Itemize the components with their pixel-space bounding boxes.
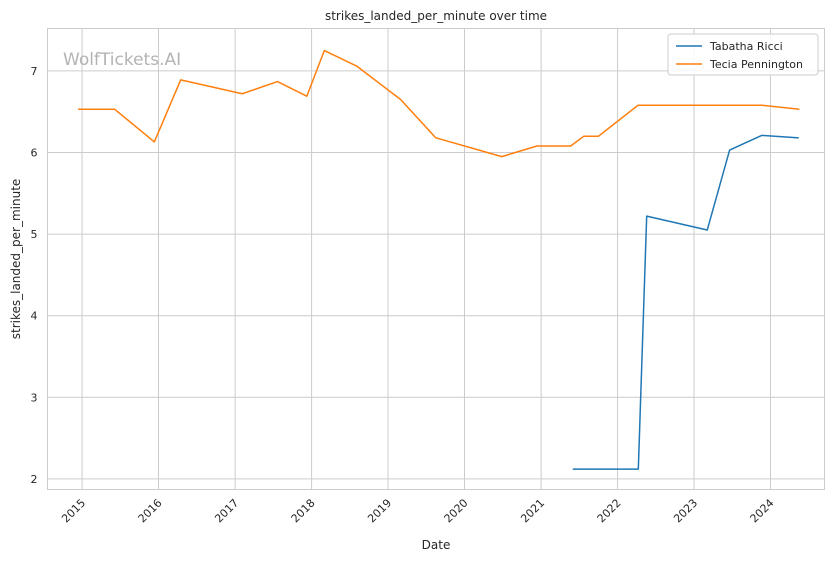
y-tick-label: 4 <box>31 310 38 323</box>
x-tick-label: 2019 <box>365 496 394 525</box>
x-tick-label: 2016 <box>136 496 165 525</box>
series-line-2 <box>78 49 800 158</box>
y-axis-title: strikes_landed_per_minute <box>9 179 23 340</box>
series-layer <box>78 49 800 470</box>
x-axis-title: Date <box>422 538 451 552</box>
legend: Tabatha Ricci Tecia Pennington <box>667 33 819 76</box>
chart-title: strikes_landed_per_minute over time <box>325 9 547 23</box>
legend-box <box>667 33 819 76</box>
x-tick-label: 2015 <box>59 496 88 525</box>
y-tick-label: 6 <box>31 147 38 160</box>
x-tick-label: 2023 <box>671 496 700 525</box>
x-tick-label: 2018 <box>289 496 318 525</box>
x-tick-label: 2022 <box>595 496 624 525</box>
plot-area <box>47 28 825 490</box>
x-axis-ticks: 2015 2016 2017 2018 2019 2020 2021 2022 2023 2024 <box>59 496 776 525</box>
legend-label: Tecia Pennington <box>709 58 803 71</box>
y-tick-label: 2 <box>31 473 38 486</box>
x-tick-label: 2020 <box>442 496 471 525</box>
series-line-1 <box>572 134 799 470</box>
y-tick-label: 3 <box>31 391 38 404</box>
y-tick-label: 5 <box>31 228 38 241</box>
x-tick-label: 2021 <box>518 496 547 525</box>
legend-label: Tabatha Ricci <box>709 40 783 53</box>
y-tick-label: 7 <box>31 65 38 78</box>
grid <box>47 28 825 490</box>
x-tick-label: 2017 <box>212 496 241 525</box>
x-tick-label: 2024 <box>748 496 777 525</box>
y-axis-ticks: 2 3 4 5 6 7 <box>31 65 38 486</box>
watermark: WolfTickets.AI <box>63 50 181 70</box>
